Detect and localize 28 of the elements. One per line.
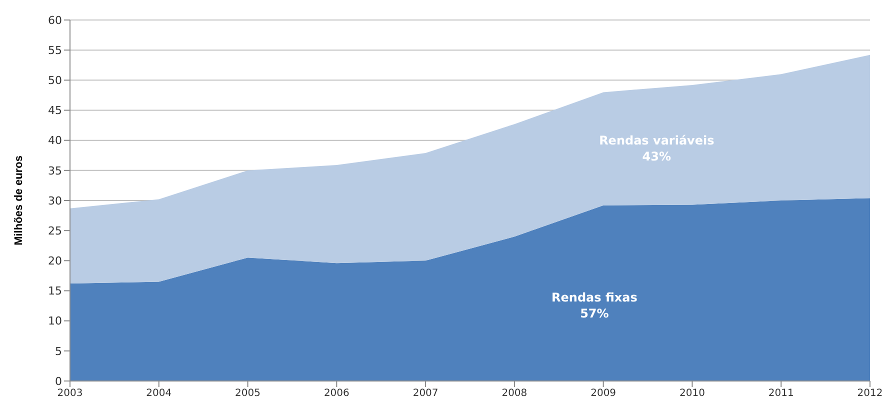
x-tick-label: 2003: [57, 388, 83, 400]
y-tick-label: 10: [48, 314, 62, 328]
y-tick-label: 60: [48, 14, 62, 27]
x-tick-label: 2011: [768, 388, 794, 400]
series-label: Rendas variáveis: [599, 133, 714, 148]
x-tick-label: 2008: [502, 388, 528, 400]
y-tick-label: 30: [48, 194, 62, 208]
y-tick-label: 40: [48, 134, 62, 148]
y-tick-label: 45: [48, 104, 62, 118]
y-tick-label: 50: [48, 74, 62, 88]
x-tick-label: 2005: [235, 388, 261, 400]
x-tick-label: 2004: [146, 388, 172, 400]
x-tick-label: 2010: [679, 388, 705, 400]
y-tick-label: 0: [55, 374, 62, 388]
y-tick-label: 25: [48, 224, 62, 238]
annotation: 43%: [642, 149, 672, 164]
x-tick-label: 2007: [412, 388, 438, 400]
y-tick-label: 35: [48, 164, 62, 178]
annotation: 57%: [580, 306, 609, 320]
y-axis-title: Milhões de euros: [12, 156, 25, 246]
x-tick-label: 2012: [857, 388, 882, 400]
y-tick-label: 20: [48, 254, 62, 268]
y-tick-label: 55: [48, 44, 62, 57]
y-tick-label: 5: [55, 344, 62, 358]
x-tick-label: 2006: [324, 388, 350, 400]
x-tick-label: 2009: [590, 388, 616, 400]
y-tick-label: 15: [48, 284, 62, 298]
series-label: Rendas fixas: [552, 290, 638, 304]
